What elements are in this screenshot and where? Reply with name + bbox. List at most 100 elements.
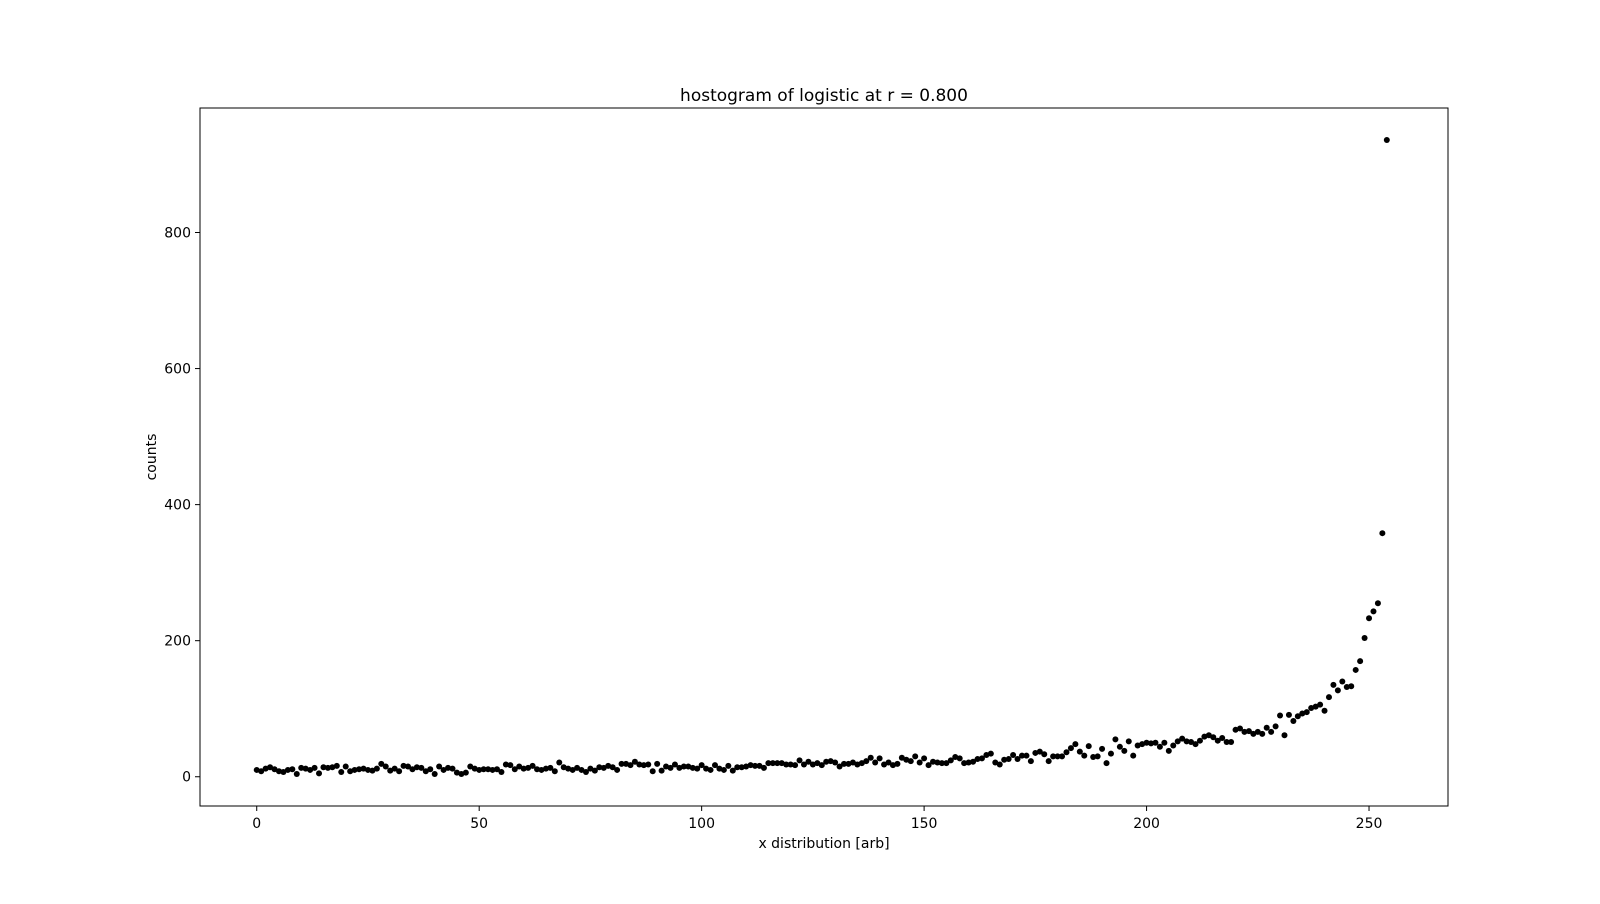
data-point bbox=[396, 768, 403, 775]
data-point bbox=[1148, 740, 1155, 747]
data-point bbox=[823, 758, 830, 765]
data-point bbox=[1094, 753, 1101, 760]
data-point bbox=[418, 764, 425, 771]
data-point bbox=[667, 764, 674, 771]
data-point bbox=[1334, 687, 1341, 694]
data-point bbox=[614, 766, 621, 773]
data-point bbox=[413, 764, 420, 771]
data-point bbox=[1361, 634, 1368, 641]
data-point bbox=[1099, 745, 1106, 752]
y-tick-label: 400 bbox=[164, 498, 191, 514]
x-axis-label: x distribution [arb] bbox=[758, 836, 889, 852]
data-point bbox=[1290, 717, 1297, 724]
data-point bbox=[502, 761, 509, 768]
data-point bbox=[978, 755, 985, 762]
data-point bbox=[289, 766, 296, 773]
data-point bbox=[556, 759, 563, 766]
data-point bbox=[1370, 608, 1377, 615]
x-tick-label: 250 bbox=[1356, 816, 1383, 832]
data-point bbox=[734, 764, 741, 771]
data-point bbox=[729, 767, 736, 774]
data-point bbox=[400, 762, 407, 769]
data-point bbox=[747, 762, 754, 769]
data-point bbox=[654, 760, 661, 767]
data-point bbox=[1183, 738, 1190, 745]
data-point bbox=[1210, 734, 1217, 741]
data-point bbox=[436, 763, 443, 770]
data-point bbox=[1294, 713, 1301, 720]
data-point bbox=[293, 771, 300, 778]
data-point bbox=[872, 759, 879, 766]
data-point bbox=[805, 758, 812, 765]
data-point bbox=[934, 759, 941, 766]
data-point bbox=[1027, 758, 1034, 765]
data-point bbox=[351, 766, 358, 773]
data-point bbox=[867, 754, 874, 761]
data-point bbox=[792, 762, 799, 769]
data-point bbox=[711, 762, 718, 769]
data-point bbox=[1339, 678, 1346, 685]
data-point bbox=[373, 765, 380, 772]
data-point bbox=[1165, 747, 1172, 754]
data-point bbox=[1241, 728, 1248, 735]
data-point bbox=[431, 771, 438, 778]
y-tick-label: 0 bbox=[182, 770, 191, 786]
data-point bbox=[1214, 737, 1221, 744]
data-point bbox=[987, 750, 994, 757]
data-point bbox=[258, 768, 265, 775]
data-point bbox=[863, 758, 870, 765]
data-point bbox=[1023, 752, 1030, 759]
data-point bbox=[1041, 751, 1048, 758]
data-point bbox=[275, 768, 282, 775]
data-point bbox=[311, 764, 318, 771]
data-point bbox=[1170, 742, 1177, 749]
data-point bbox=[1268, 728, 1275, 735]
data-point bbox=[774, 760, 781, 767]
data-point bbox=[1317, 701, 1324, 708]
data-point bbox=[1125, 738, 1132, 745]
data-point bbox=[405, 763, 411, 770]
data-point bbox=[298, 764, 305, 771]
data-point bbox=[725, 762, 732, 769]
data-point bbox=[1281, 732, 1288, 739]
data-point bbox=[1045, 758, 1052, 765]
x-tick-label: 150 bbox=[911, 816, 938, 832]
data-point bbox=[1259, 730, 1266, 737]
data-point bbox=[445, 764, 452, 771]
data-point bbox=[996, 761, 1003, 768]
data-point bbox=[618, 760, 625, 767]
data-point bbox=[1343, 683, 1350, 690]
data-point bbox=[1348, 683, 1355, 690]
data-point bbox=[1330, 681, 1337, 688]
data-point bbox=[961, 760, 968, 767]
data-point bbox=[1112, 736, 1119, 743]
data-point bbox=[316, 770, 323, 777]
data-point bbox=[1379, 530, 1386, 537]
data-point bbox=[596, 764, 603, 771]
data-point bbox=[885, 759, 892, 766]
data-point bbox=[1357, 658, 1364, 665]
data-point bbox=[1130, 752, 1137, 759]
data-point bbox=[925, 762, 932, 769]
data-point bbox=[832, 759, 839, 766]
data-point bbox=[956, 755, 963, 762]
data-point bbox=[636, 761, 643, 768]
data-point bbox=[760, 764, 767, 771]
data-point bbox=[1085, 743, 1092, 750]
data-point bbox=[627, 762, 634, 769]
data-point bbox=[649, 768, 656, 775]
data-point bbox=[1103, 760, 1110, 767]
data-point bbox=[1374, 600, 1381, 607]
data-point bbox=[511, 766, 518, 773]
data-point bbox=[391, 765, 398, 772]
y-tick-label: 600 bbox=[164, 362, 191, 378]
data-point bbox=[1063, 749, 1070, 756]
data-point bbox=[489, 766, 496, 773]
x-axis-ticks: 0 50 100 150 200 250 bbox=[252, 806, 1382, 832]
data-point bbox=[783, 761, 790, 768]
data-point bbox=[1237, 725, 1243, 732]
data-point bbox=[498, 768, 505, 775]
data-point bbox=[462, 769, 469, 776]
data-point bbox=[1036, 748, 1043, 755]
data-point bbox=[631, 758, 638, 765]
